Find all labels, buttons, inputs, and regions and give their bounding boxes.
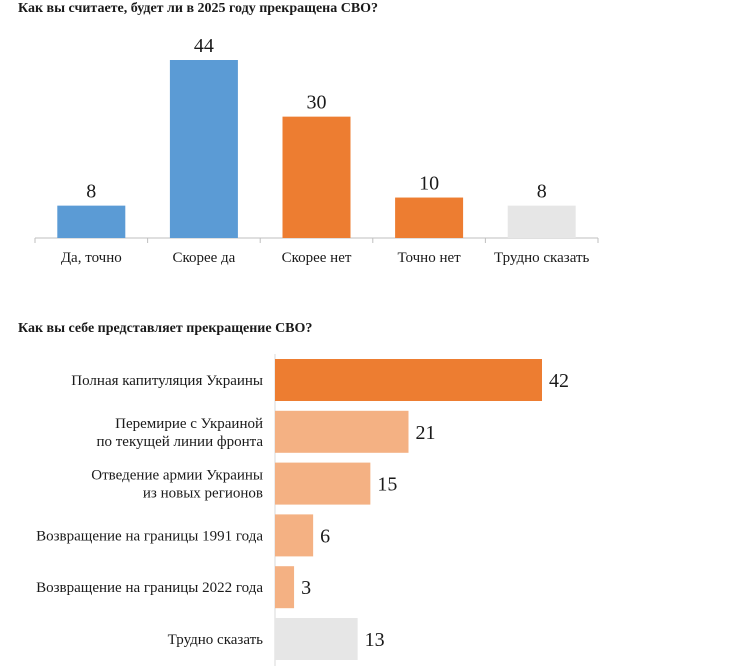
bar xyxy=(275,618,358,660)
data-label: 6 xyxy=(320,525,330,547)
bar xyxy=(57,205,126,238)
data-label: 30 xyxy=(307,92,327,114)
bar xyxy=(507,205,576,238)
y-tick-label: из новых регионов xyxy=(143,486,263,502)
x-tick-label: Трудно сказать xyxy=(494,250,589,266)
chart-title: Как вы считаете, будет ли в 2025 году пр… xyxy=(18,1,379,16)
bar xyxy=(169,60,238,238)
data-label: 42 xyxy=(549,370,569,392)
data-label: 3 xyxy=(301,577,311,599)
y-tick-label: Полная капитуляция Украины xyxy=(71,373,263,389)
data-label: 13 xyxy=(365,629,385,651)
bar xyxy=(275,514,314,557)
bar xyxy=(275,566,295,609)
data-label: 10 xyxy=(419,173,439,195)
bar xyxy=(275,462,371,505)
data-label: 8 xyxy=(537,181,547,203)
x-tick-label: Да, точно xyxy=(61,250,122,266)
data-label: 21 xyxy=(416,422,436,444)
y-tick-label: по текущей линии фронта xyxy=(96,434,263,450)
y-tick-label: Возвращение на границы 2022 года xyxy=(36,580,263,596)
y-tick-label: Перемирие с Украиной xyxy=(115,416,263,432)
y-tick-label: Трудно сказать xyxy=(168,632,263,648)
y-tick-label: Отведение армии Украины xyxy=(91,468,263,484)
chart-title: Как вы себе представляет прекращение СВО… xyxy=(18,321,313,336)
data-label: 44 xyxy=(194,35,214,57)
bar xyxy=(395,197,464,238)
x-tick-label: Точно нет xyxy=(397,250,461,266)
bar xyxy=(282,116,351,238)
y-tick-label: Возвращение на границы 1991 года xyxy=(36,528,263,544)
bar xyxy=(275,410,409,453)
x-tick-label: Скорее нет xyxy=(282,250,352,266)
vertical-bar-chart: 8 Да, точно 44 Скорее да 30 Скорее нет 10 Точно… xyxy=(34,35,599,266)
data-label: 8 xyxy=(86,181,96,203)
x-tick-label: Скорее да xyxy=(172,250,235,266)
bar xyxy=(275,359,542,401)
data-label: 15 xyxy=(377,474,397,496)
